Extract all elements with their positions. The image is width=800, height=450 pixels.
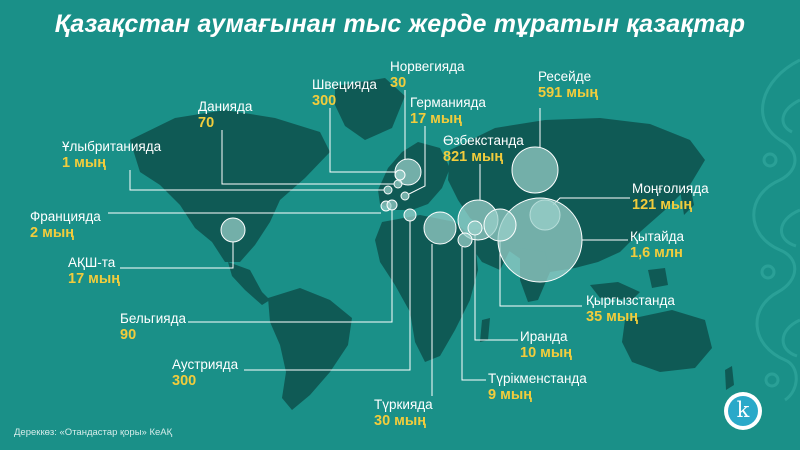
label-turkmenistan: Түрікменстанда 9 мың — [488, 371, 587, 404]
country-name-germany: Германияда — [410, 95, 486, 110]
label-turkey: Түркияда 30 мың — [374, 397, 433, 430]
label-sweden: Швецияда 300 — [312, 77, 377, 110]
country-name-turkmenistan: Түрікменстанда — [488, 371, 587, 386]
label-usa: АҚШ-та 17 мың — [68, 255, 121, 288]
country-value-belgium: 90 — [120, 327, 137, 344]
country-name-uzbekistan: Өзбекстанда — [443, 133, 524, 148]
country-name-kyrgyzstan: Қырғызстанда — [586, 293, 675, 308]
logo-letter: k — [728, 396, 758, 426]
label-germany: Германияда 17 мың — [410, 95, 486, 128]
country-name-uk: Ұлыбританияда — [62, 139, 162, 154]
bubble-sweden — [394, 169, 406, 181]
country-value-austria: 300 — [172, 373, 197, 390]
country-value-turkey: 30 мың — [374, 413, 427, 430]
page-title: Қазақстан аумағынан тыс жерде тұратын қа… — [54, 10, 746, 38]
label-uk: Ұлыбританияда 1 мың — [62, 139, 162, 172]
label-kyrgyzstan: Қырғызстанда 35 мың — [586, 293, 675, 326]
country-value-france: 2 мың — [30, 225, 74, 242]
country-name-denmark: Данияда — [198, 99, 253, 114]
country-value-kyrgyzstan: 35 мың — [586, 309, 639, 326]
leader-line-germany — [408, 126, 426, 195]
country-value-denmark: 70 — [198, 115, 215, 132]
country-name-usa: АҚШ-та — [68, 255, 116, 270]
label-belgium: Бельгияда 90 — [120, 311, 186, 344]
country-value-usa: 17 мың — [68, 271, 121, 288]
leader-line-sweden — [329, 108, 395, 173]
bubble-belgium — [386, 199, 398, 211]
bubble-turkey — [423, 211, 457, 245]
continents — [130, 78, 734, 410]
country-value-germany: 17 мың — [410, 111, 463, 128]
country-name-turkey: Түркияда — [374, 397, 433, 412]
leader-line-denmark — [221, 130, 394, 185]
leader-line-usa — [120, 242, 234, 269]
bubble-denmark — [393, 179, 403, 189]
country-name-belgium: Бельгияда — [120, 311, 186, 326]
country-value-uzbekistan: 821 мың — [443, 149, 504, 166]
country-name-china: Қытайда — [630, 229, 685, 244]
country-name-austria: Аустрияда — [172, 357, 239, 372]
country-name-france: Францияда — [30, 209, 101, 224]
leader-line-turkmenistan — [461, 247, 486, 381]
country-value-norway: 30 — [390, 75, 407, 92]
label-france: Францияда 2 мың — [30, 209, 101, 242]
kazinform-logo: k — [724, 392, 762, 430]
leader-line-iran — [474, 235, 518, 341]
bubble-turkmenistan — [457, 232, 473, 248]
leader-line-austria — [244, 221, 411, 371]
country-value-mongolia: 121 мың — [632, 197, 693, 214]
leader-line-uk — [129, 170, 384, 191]
bubble-russia — [511, 146, 559, 194]
bubbles — [220, 146, 583, 283]
bubble-usa — [220, 217, 246, 243]
country-value-china: 1,6 млн — [630, 245, 683, 262]
label-austria: Аустрияда 300 — [172, 357, 239, 390]
label-uzbekistan: Өзбекстанда 821 мың — [443, 133, 524, 166]
country-value-sweden: 300 — [312, 93, 337, 110]
country-value-turkmenistan: 9 мың — [488, 387, 532, 404]
country-value-uk: 1 мың — [62, 155, 106, 172]
country-value-russia: 591 мың — [538, 85, 599, 102]
label-iran: Иранда 10 мың — [520, 329, 573, 362]
label-russia: Ресейде 591 мың — [538, 69, 599, 102]
ornament-pattern — [752, 58, 800, 402]
bubble-uk — [383, 185, 393, 195]
bubble-iran — [467, 220, 483, 236]
country-name-norway: Норвегияда — [390, 59, 465, 74]
bubble-china — [497, 197, 583, 283]
source-note: Дереккөз: «Отандастар қоры» КеАҚ — [14, 427, 173, 438]
leader-lines — [108, 90, 630, 396]
country-value-iran: 10 мың — [520, 345, 573, 362]
country-name-iran: Иранда — [520, 329, 568, 344]
country-name-mongolia: Моңғолияда — [632, 181, 709, 196]
bubble-austria — [403, 208, 417, 222]
bubble-kyrgyzstan — [483, 208, 517, 242]
country-name-russia: Ресейде — [538, 69, 592, 84]
leader-line-belgium — [188, 210, 393, 323]
label-mongolia: Моңғолияда 121 мың — [632, 181, 709, 214]
label-china: Қытайда 1,6 млн — [630, 229, 685, 262]
label-denmark: Данияда 70 — [198, 99, 253, 132]
label-norway: Норвегияда 30 — [390, 59, 465, 92]
leader-line-kyrgyzstan — [499, 241, 582, 307]
bubble-germany — [400, 191, 410, 201]
country-name-sweden: Швецияда — [312, 77, 377, 92]
